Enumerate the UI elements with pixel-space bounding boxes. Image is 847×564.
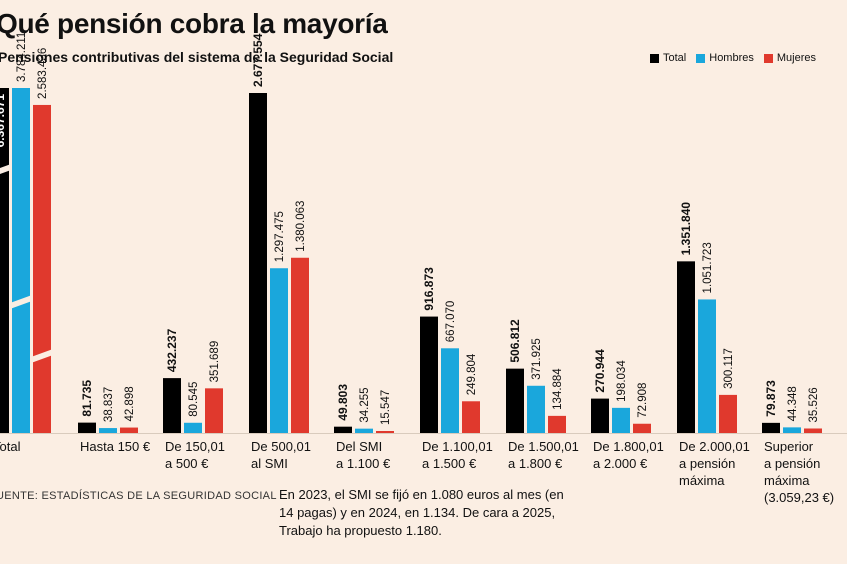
- smi-footnote: En 2023, el SMI se fijó en 1.080 euros a…: [279, 487, 564, 538]
- category-label-9-1: a pensión: [764, 456, 820, 471]
- bar-mujeres-5: [462, 401, 480, 433]
- legend-item-hombres: Hombres: [696, 52, 754, 64]
- value-label-mujeres-6: 134.884: [552, 368, 564, 410]
- bar-total-6: [506, 368, 524, 433]
- value-label-mujeres-3: 1.380.063: [295, 201, 307, 252]
- value-label-mujeres-4: 15.547: [380, 390, 392, 425]
- value-label-total-9: 79.873: [764, 380, 778, 417]
- bar-total-2: [163, 378, 181, 433]
- category-label-5-0: De 1.100,01: [422, 439, 493, 454]
- bar-total-8: [677, 261, 695, 433]
- legend-item-total: Total: [650, 52, 686, 64]
- category-label-8-2: máxima: [679, 473, 725, 488]
- bar-hombres-1: [99, 428, 117, 433]
- bar-total-3: [249, 93, 267, 433]
- value-label-total-3: 2.677.554: [251, 33, 265, 87]
- axis-break-total: [0, 164, 11, 174]
- bar-mujeres-2: [205, 388, 223, 433]
- category-label-7-0: De 1.800,01: [593, 439, 664, 454]
- bar-total-5: [420, 316, 438, 433]
- category-label-6-1: a 1.800 €: [508, 456, 563, 471]
- chart-title: Qué pensión cobra la mayoría: [0, 8, 388, 39]
- value-label-hombres-0: 3.784.211: [16, 32, 28, 82]
- value-label-total-8: 1.351.840: [679, 202, 693, 256]
- bar-mujeres-7: [633, 423, 651, 433]
- value-label-hombres-2: 80.545: [188, 382, 200, 417]
- bar-hombres-0: [12, 88, 30, 433]
- bar-hombres-9: [783, 427, 801, 433]
- legend-swatch-mujeres: [763, 53, 773, 63]
- bar-total-1: [78, 422, 96, 433]
- legend-swatch-hombres: [696, 53, 706, 63]
- category-label-0-0: Total: [0, 439, 21, 454]
- bar-mujeres-9: [804, 428, 822, 433]
- value-label-hombres-9: 44.348: [787, 386, 799, 421]
- value-label-mujeres-0: 2.583.436: [37, 48, 49, 99]
- bar-hombres-2: [184, 422, 202, 433]
- value-label-hombres-8: 1.051.723: [702, 242, 714, 293]
- bar-mujeres-0: [33, 104, 51, 434]
- category-label-4-1: a 1.100 €: [336, 456, 391, 471]
- legend-label-hombres: Hombres: [709, 52, 754, 64]
- axis-break-mujeres: [31, 349, 53, 363]
- category-label-3-0: De 500,01: [251, 439, 311, 454]
- bar-mujeres-6: [548, 415, 566, 433]
- bar-hombres-3: [270, 268, 288, 433]
- value-label-mujeres-1: 42.898: [124, 386, 136, 421]
- category-label-2-1: a 500 €: [165, 456, 209, 471]
- value-label-hombres-4: 34.255: [359, 387, 371, 422]
- bar-hombres-7: [612, 407, 630, 433]
- bar-total-0: [0, 88, 9, 433]
- value-label-total-6: 506.812: [508, 319, 522, 363]
- legend-item-mujeres: Mujeres: [763, 52, 816, 64]
- value-label-total-1: 81.735: [80, 380, 94, 417]
- category-label-3-1: al SMI: [251, 456, 288, 471]
- bar-mujeres-8: [719, 394, 737, 433]
- value-label-mujeres-9: 35.526: [808, 387, 820, 422]
- value-label-hombres-7: 198.034: [616, 360, 628, 402]
- value-label-mujeres-5: 249.804: [466, 353, 478, 395]
- category-label-1-0: Hasta 150 €: [80, 439, 151, 454]
- category-label-5-1: a 1.500 €: [422, 456, 477, 471]
- value-label-hombres-6: 371.925: [531, 338, 543, 380]
- category-label-9-2: máxima: [764, 473, 810, 488]
- category-label-8-1: a pensión: [679, 456, 735, 471]
- bar-hombres-4: [355, 428, 373, 433]
- value-label-hombres-3: 1.297.475: [274, 211, 286, 262]
- axis-break-hombres: [10, 295, 32, 309]
- value-label-total-5: 916.873: [422, 267, 436, 311]
- bar-hombres-6: [527, 385, 545, 433]
- bar-hombres-8: [698, 299, 716, 433]
- value-label-mujeres-2: 351.689: [209, 341, 221, 383]
- category-label-7-1: a 2.000 €: [593, 456, 648, 471]
- category-label-6-0: De 1.500,01: [508, 439, 579, 454]
- value-label-total-4: 49.803: [336, 384, 350, 421]
- source-note: UENTE: ESTADÍSTICAS DE LA SEGURIDAD SOCI…: [0, 490, 277, 502]
- value-label-mujeres-8: 300.117: [723, 348, 735, 389]
- category-label-2-0: De 150,01: [165, 439, 225, 454]
- bar-total-4: [334, 426, 352, 433]
- category-label-9-0: Superior: [764, 439, 814, 454]
- value-label-hombres-1: 38.837: [103, 387, 115, 422]
- bar-mujeres-4: [376, 431, 394, 433]
- value-label-total-2: 432.237: [165, 328, 179, 372]
- bar-total-7: [591, 398, 609, 433]
- bar-mujeres-3: [291, 257, 309, 433]
- value-label-mujeres-7: 72.908: [637, 383, 649, 418]
- chart-subtitle: Pensiones contributivas del sistema de l…: [0, 49, 394, 65]
- bar-hombres-5: [441, 348, 459, 433]
- legend-label-mujeres: Mujeres: [776, 52, 816, 64]
- value-label-total-0: 6.367.671: [0, 94, 7, 148]
- value-label-total-7: 270.944: [593, 349, 607, 393]
- bar-mujeres-1: [120, 427, 138, 433]
- legend: Total Hombres Mujeres: [650, 52, 816, 64]
- legend-label-total: Total: [663, 52, 687, 64]
- category-label-4-0: Del SMI: [336, 439, 382, 454]
- legend-swatch-total: [650, 53, 659, 63]
- value-label-hombres-5: 667.070: [445, 301, 457, 343]
- bar-total-9: [762, 422, 780, 433]
- category-label-9-3: (3.059,23 €): [764, 490, 834, 505]
- category-label-8-0: De 2.000,01: [679, 439, 750, 454]
